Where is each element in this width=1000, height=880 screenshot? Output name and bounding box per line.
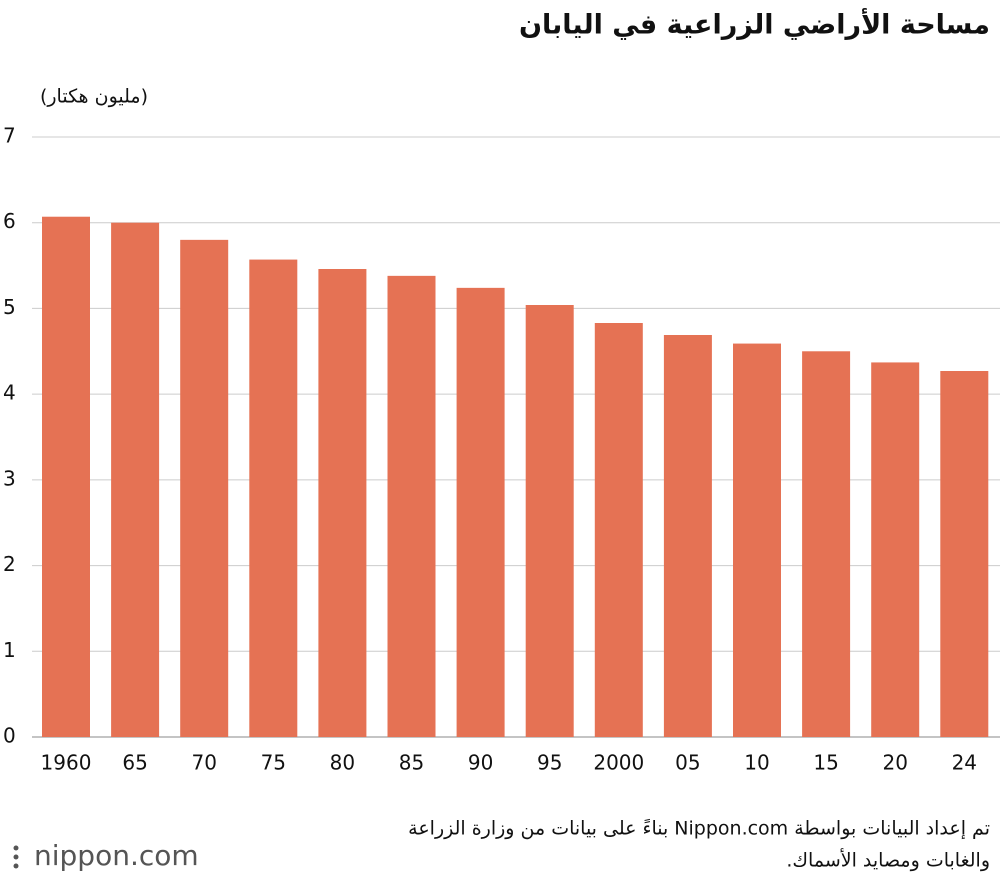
x-tick-label: 70 bbox=[191, 751, 216, 775]
source-note: والغابات ومصايد الأسماك. bbox=[786, 849, 990, 872]
x-tick-label: 15 bbox=[813, 751, 838, 775]
chart-title: مساحة الأراضي الزراعية في اليابان bbox=[519, 8, 990, 41]
y-tick-label: 2 bbox=[3, 552, 16, 576]
source-note: تم إعداد البيانات بواسطة Nippon.com بناء… bbox=[408, 818, 990, 841]
y-tick-label: 7 bbox=[3, 124, 16, 148]
x-tick-label: 20 bbox=[882, 751, 907, 775]
x-tick-label: 24 bbox=[952, 751, 977, 775]
logo: nippon.com bbox=[34, 839, 199, 872]
bar bbox=[180, 239, 229, 737]
bar bbox=[940, 371, 989, 737]
bar bbox=[456, 287, 505, 737]
x-tick-label: 2000 bbox=[593, 751, 644, 775]
x-tick-label: 75 bbox=[261, 751, 286, 775]
x-tick-label: 95 bbox=[537, 751, 562, 775]
bar bbox=[871, 362, 920, 737]
y-tick-label: 1 bbox=[3, 638, 16, 662]
x-tick-label: 90 bbox=[468, 751, 493, 775]
y-tick-label: 0 bbox=[3, 724, 16, 748]
y-tick-label: 3 bbox=[3, 466, 16, 490]
x-tick-label: 80 bbox=[330, 751, 355, 775]
bar bbox=[111, 222, 160, 737]
bar bbox=[318, 269, 367, 737]
logo-icon bbox=[13, 845, 19, 869]
bar bbox=[733, 343, 781, 737]
bar bbox=[249, 259, 298, 737]
bar bbox=[387, 275, 436, 737]
bar bbox=[42, 216, 90, 737]
bar bbox=[594, 323, 643, 737]
bar bbox=[525, 305, 574, 737]
bar bbox=[802, 351, 851, 737]
x-tick-label: 10 bbox=[744, 751, 769, 775]
y-axis-label: (مليون هكتار) bbox=[40, 86, 148, 108]
y-tick-label: 5 bbox=[3, 295, 16, 319]
y-tick-label: 4 bbox=[3, 381, 16, 405]
x-tick-label: 05 bbox=[675, 751, 700, 775]
x-tick-label: 85 bbox=[399, 751, 424, 775]
x-tick-label: 65 bbox=[122, 751, 147, 775]
y-tick-label: 6 bbox=[3, 209, 16, 233]
bar bbox=[663, 335, 712, 737]
x-tick-label: 1960 bbox=[41, 751, 92, 775]
